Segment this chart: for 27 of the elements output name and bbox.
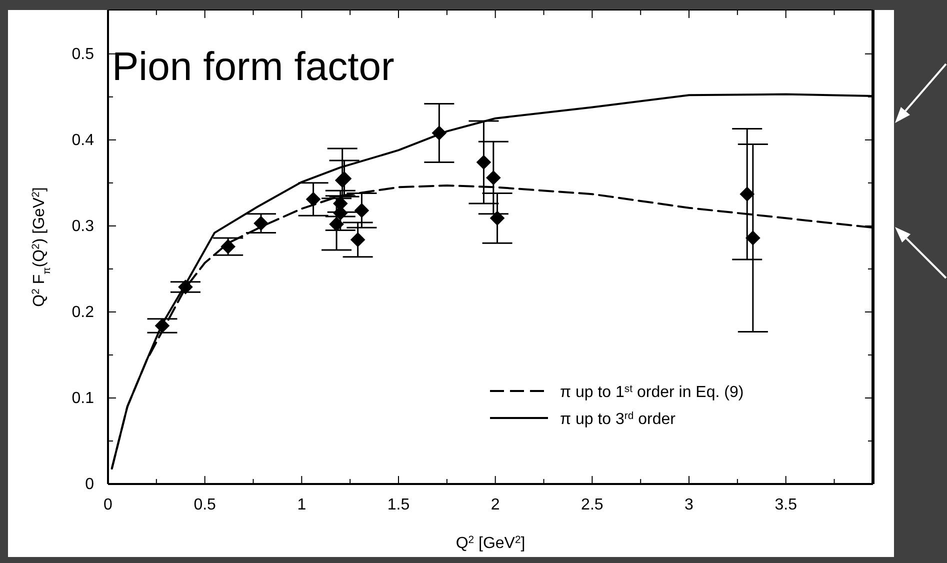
point <box>329 216 344 232</box>
point <box>490 210 505 226</box>
x-tick-label: 0.5 <box>194 496 216 514</box>
x-tick-label: 1.5 <box>387 496 410 514</box>
point <box>354 203 370 218</box>
x-tick-label: 0 <box>104 496 113 514</box>
x-tick-label: 1 <box>297 496 306 514</box>
point <box>486 170 501 186</box>
legend-label: π up to 3$^{rd}$ order <box>560 410 676 428</box>
point <box>746 230 760 246</box>
point <box>476 154 492 170</box>
y-tick-label: 0.2 <box>72 304 94 322</box>
y-tick-label: 0 <box>85 476 94 494</box>
y-tick-label: 0.5 <box>72 46 94 63</box>
legend-label: π up to 1$^{st}$ order in Eq. (9) <box>560 384 744 401</box>
x-tick-label: 2.5 <box>581 496 604 514</box>
y-tick-label: 0.3 <box>72 218 94 236</box>
point <box>740 186 755 202</box>
y-tick-label: 0.1 <box>72 390 94 408</box>
x-tick-label: 3 <box>684 496 694 514</box>
y-tick-label: 0.4 <box>72 132 94 150</box>
point <box>254 216 268 231</box>
x-tick-label: 2 <box>490 496 500 514</box>
x-tick-label: 3.5 <box>774 496 798 514</box>
text: Pion form factor <box>112 45 394 89</box>
x-axis-title: Q$^{2}$ [GeV$^{2}$] <box>456 534 526 552</box>
point <box>350 232 366 248</box>
